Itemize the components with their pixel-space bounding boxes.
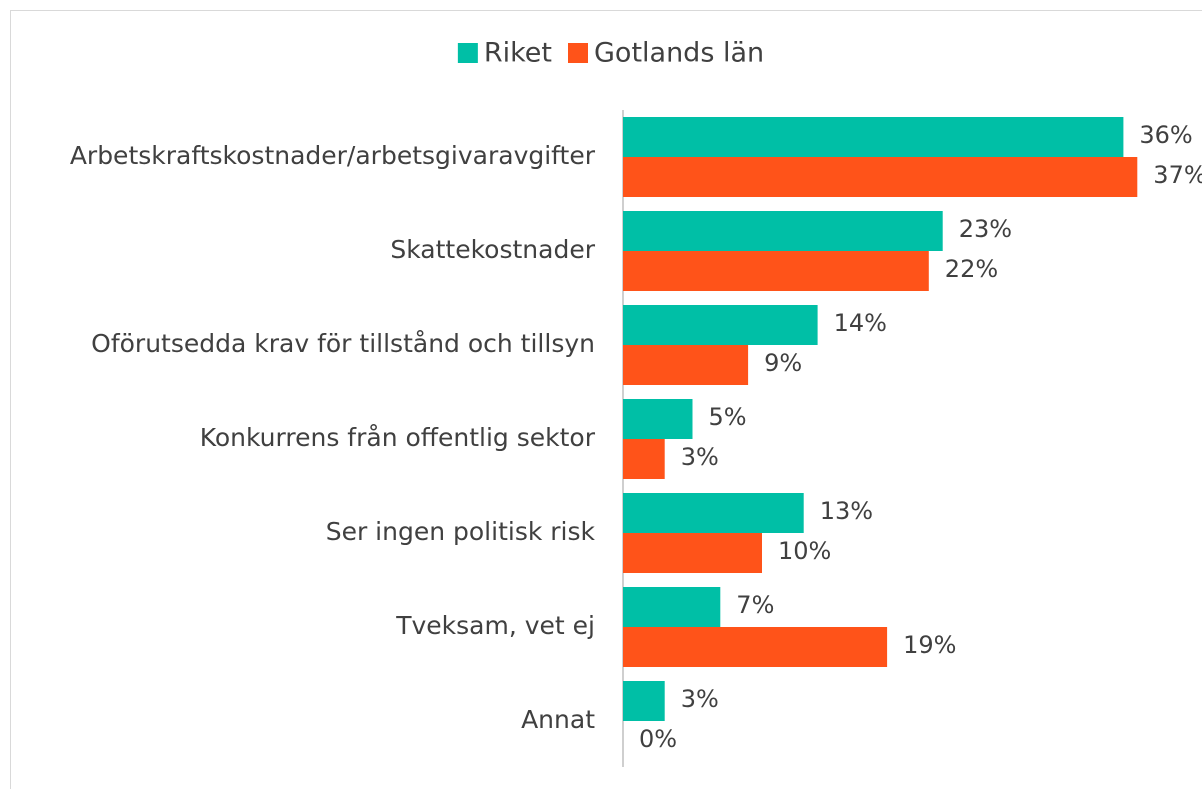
bar [623, 587, 721, 627]
category-label: Tveksam, vet ej [395, 611, 595, 640]
category-label: Skattekostnader [390, 235, 595, 264]
bar [623, 533, 762, 573]
legend-label: Riket [484, 38, 552, 69]
bar [623, 627, 888, 667]
value-label: 37% [1153, 161, 1202, 189]
value-label: 3% [681, 443, 719, 471]
bar [623, 251, 929, 291]
category-label: Arbetskraftskostnader/arbetsgivaravgifte… [70, 141, 596, 170]
value-label: 13% [820, 497, 873, 525]
value-label: 23% [959, 215, 1012, 243]
chart-frame [10, 10, 1202, 789]
bar [623, 345, 749, 385]
legend-swatch [568, 43, 588, 63]
value-label: 19% [903, 631, 956, 659]
bar [623, 399, 693, 439]
legend-swatch [457, 43, 478, 63]
value-label: 36% [1139, 121, 1192, 149]
value-label: 9% [764, 349, 802, 377]
legend: Riket Gotlands län [457, 38, 764, 69]
category-label: Ser ingen politisk risk [326, 517, 596, 546]
value-label: 10% [778, 537, 831, 565]
category-label: Oförutsedda krav för tillstånd och tills… [91, 329, 595, 358]
legend-label: Gotlands län [594, 38, 764, 69]
bar [623, 117, 1124, 157]
bar [623, 211, 943, 251]
bar [623, 681, 665, 721]
value-label: 7% [736, 591, 774, 619]
value-label: 14% [834, 309, 887, 337]
bar [623, 305, 818, 345]
bar [623, 157, 1138, 197]
bar [623, 493, 804, 533]
value-label: 0% [639, 725, 677, 753]
category-label: Konkurrens från offentlig sektor [200, 423, 596, 452]
value-label: 22% [945, 255, 998, 283]
bar [623, 439, 665, 479]
category-label: Annat [521, 705, 595, 734]
value-label: 5% [709, 403, 747, 431]
value-label: 3% [681, 685, 719, 713]
